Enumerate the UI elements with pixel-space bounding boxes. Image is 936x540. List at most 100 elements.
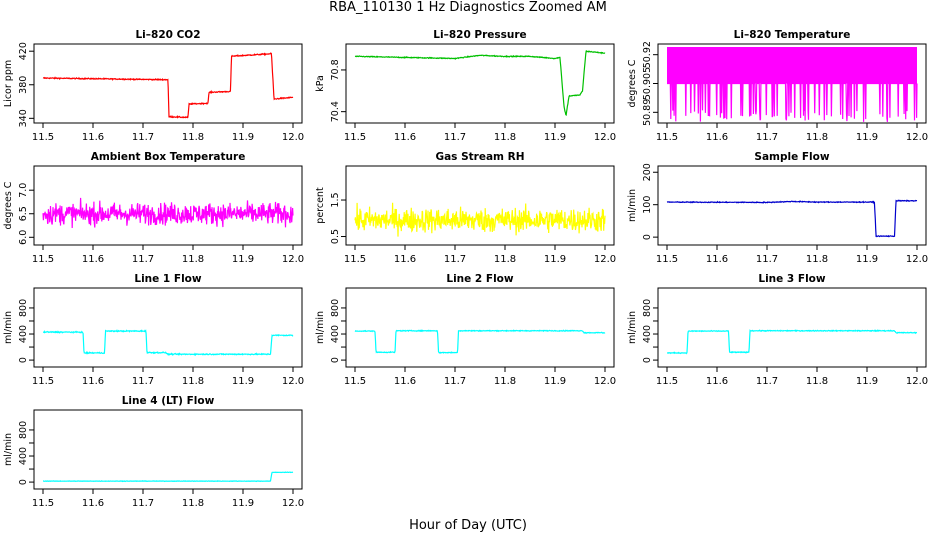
y-tick-label: 6.5 — [18, 206, 29, 221]
x-tick-label: 11.6 — [706, 254, 728, 265]
plot-frame — [33, 409, 303, 490]
panel-title: Line 1 Flow — [134, 273, 201, 285]
x-tick-label: 11.5 — [656, 376, 678, 387]
x-tick-label: 12.0 — [906, 376, 928, 387]
panel-title: Line 4 (LT) Flow — [122, 395, 215, 407]
series-line — [666, 199, 918, 238]
x-tick-label: 12.0 — [906, 254, 928, 265]
x-tick-label: 12.0 — [282, 132, 304, 143]
panel-8: Line 2 Flow 11.5 11.6 11.7 11.8 11.9 12.0 0 400 8… — [315, 273, 616, 387]
series-line — [354, 202, 606, 237]
panel-title: Li–820 CO2 — [135, 29, 200, 41]
x-tick-label: 11.9 — [544, 254, 566, 265]
plot-frame — [33, 43, 303, 124]
x-tick-label: 12.0 — [282, 376, 304, 387]
y-tick-label: 0 — [642, 357, 653, 363]
x-tick-label: 11.5 — [656, 254, 678, 265]
y-tick-label: 50.89 — [642, 99, 653, 126]
y-tick-label: 6.0 — [18, 230, 29, 245]
panel-5: Gas Stream RH 11.5 11.6 11.7 11.8 11.9 12.0 0.5… — [315, 151, 616, 265]
panel-4: Ambient Box Temperature 11.5 11.6 11.7 11.8 1… — [3, 151, 304, 265]
x-tick-label: 12.0 — [594, 254, 616, 265]
x-tick-label: 11.9 — [544, 132, 566, 143]
y-tick-label: 70.4 — [330, 101, 341, 122]
y-tick-label: 200 — [642, 163, 653, 181]
x-tick-label: 11.5 — [32, 498, 54, 509]
y-tick-label: 50.905 — [642, 67, 653, 100]
plot-frame — [33, 165, 303, 246]
panel-9: Line 3 Flow 11.5 11.6 11.7 11.8 11.9 12.0 0 400 8… — [627, 273, 928, 387]
y-tick-label: 50.92 — [642, 41, 653, 68]
y-tick-label: 420 — [18, 42, 29, 60]
x-tick-label: 11.6 — [82, 376, 104, 387]
plot-frame — [33, 287, 303, 368]
series-band — [667, 47, 917, 84]
x-tick-label: 11.8 — [806, 132, 828, 143]
x-tick-label: 11.8 — [806, 376, 828, 387]
y-tick-label: 100 — [642, 196, 653, 214]
figure-x-axis-label: Hour of Day (UTC) — [409, 518, 527, 533]
x-tick-label: 11.9 — [856, 254, 878, 265]
panel-1: Li–820 CO2 11.5 11.6 11.7 11.8 11.9 12.0 340 380… — [3, 29, 304, 143]
y-axis-label: degrees C — [627, 59, 638, 107]
y-axis-label: kPa — [315, 75, 326, 92]
x-tick-label: 12.0 — [906, 132, 928, 143]
y-tick-label: 70.8 — [330, 59, 341, 80]
x-tick-label: 11.5 — [344, 132, 366, 143]
x-tick-label: 11.6 — [706, 376, 728, 387]
x-tick-label: 11.9 — [232, 376, 254, 387]
x-tick-label: 11.7 — [756, 376, 778, 387]
y-tick-label: 340 — [18, 109, 29, 127]
y-tick-label: 0 — [642, 234, 653, 240]
x-tick-label: 11.9 — [232, 498, 254, 509]
y-tick-label: 7.0 — [18, 183, 29, 198]
panel-title: Li–820 Temperature — [734, 29, 851, 41]
x-tick-label: 11.7 — [132, 132, 154, 143]
x-tick-label: 11.8 — [494, 376, 516, 387]
plot-frame — [657, 287, 927, 368]
panel-10: Line 4 (LT) Flow 11.5 11.6 11.7 11.8 11.9 12.0… — [3, 395, 304, 509]
panel-title: Sample Flow — [754, 151, 829, 163]
x-tick-label: 11.5 — [32, 132, 54, 143]
y-tick-label: 1.5 — [330, 192, 341, 207]
y-tick-label: 0 — [18, 479, 29, 485]
x-tick-label: 11.7 — [444, 254, 466, 265]
y-tick-label: 380 — [18, 76, 29, 94]
series-line — [43, 471, 294, 483]
panel-title: Line 3 Flow — [758, 273, 825, 285]
x-tick-label: 11.9 — [232, 132, 254, 143]
x-tick-label: 11.6 — [394, 376, 416, 387]
y-tick-label: 800 — [18, 299, 29, 317]
panel-title: Gas Stream RH — [435, 151, 524, 163]
x-tick-label: 11.6 — [394, 254, 416, 265]
x-tick-label: 11.7 — [756, 132, 778, 143]
panel-6: Sample Flow 11.5 11.6 11.7 11.8 11.9 12.0 0 100 2… — [627, 151, 928, 265]
y-tick-label: 0.5 — [330, 229, 341, 244]
x-tick-label: 11.6 — [82, 132, 104, 143]
series-line — [667, 82, 918, 122]
x-tick-label: 12.0 — [282, 498, 304, 509]
series-line — [43, 329, 294, 357]
x-tick-label: 11.5 — [344, 254, 366, 265]
x-tick-label: 11.7 — [132, 376, 154, 387]
x-tick-label: 11.5 — [344, 376, 366, 387]
y-axis-label: Licor ppm — [3, 60, 14, 107]
y-axis-label: ml/min — [627, 311, 638, 344]
series-line — [42, 197, 294, 229]
panel-title: Line 2 Flow — [446, 273, 513, 285]
x-tick-label: 11.5 — [32, 254, 54, 265]
y-tick-label: 800 — [330, 299, 341, 317]
panel-3: Li–820 Temperature 11.5 11.6 11.7 11.8 11.9 12… — [627, 29, 928, 143]
y-axis-label: percent — [315, 187, 326, 224]
y-axis-label: ml/min — [315, 311, 326, 344]
y-tick-label: 0 — [330, 357, 341, 363]
x-tick-label: 11.7 — [132, 498, 154, 509]
series-line — [42, 52, 294, 119]
x-tick-label: 11.8 — [182, 132, 204, 143]
series-line — [354, 50, 606, 116]
x-tick-label: 11.6 — [82, 498, 104, 509]
y-axis-label: degrees C — [3, 181, 14, 229]
y-tick-label: 400 — [642, 325, 653, 343]
x-tick-label: 11.8 — [806, 254, 828, 265]
